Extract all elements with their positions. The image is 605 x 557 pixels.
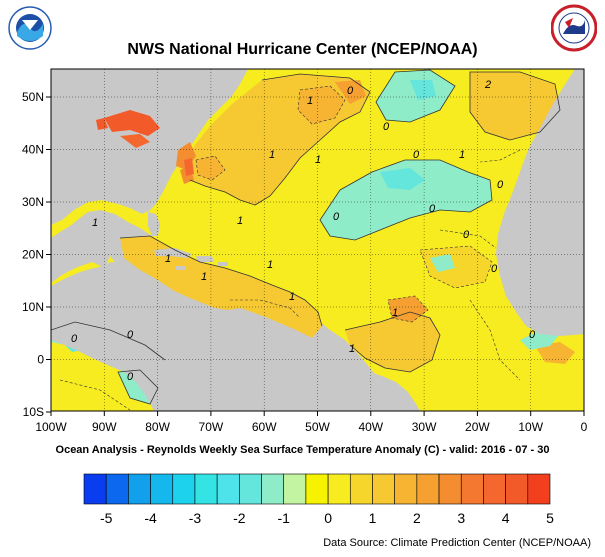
contour-label: 1 bbox=[349, 343, 355, 355]
contour-label: 0 bbox=[383, 121, 390, 133]
contour-label: 1 bbox=[289, 291, 295, 303]
colorbar-swatch bbox=[505, 473, 529, 505]
longitude-label: 40W bbox=[358, 420, 383, 434]
contour-label: 0 bbox=[127, 329, 134, 341]
contour-label: 1 bbox=[237, 215, 243, 227]
latitude-label: 50N bbox=[22, 90, 44, 104]
longitude-label: 100W bbox=[35, 420, 67, 434]
longitude-label: 20W bbox=[465, 420, 490, 434]
contour-label: 0 bbox=[463, 229, 470, 241]
colorbar-swatch bbox=[194, 473, 218, 505]
contour-label: 0 bbox=[529, 329, 536, 341]
colorbar-swatch bbox=[416, 473, 440, 505]
colorbar-tick-label: -2 bbox=[233, 510, 246, 526]
colorbar-swatch bbox=[372, 473, 395, 505]
colorbar-tick-label: 5 bbox=[546, 510, 554, 526]
colorbar-swatch bbox=[460, 473, 484, 505]
colorbar-tick-label: -1 bbox=[277, 510, 290, 526]
colorbar-swatch bbox=[105, 473, 129, 505]
data-source-note: Data Source: Climate Prediction Center (… bbox=[323, 537, 591, 549]
colorbar-tick-label: 4 bbox=[502, 510, 510, 526]
colorbar-tick-label: -5 bbox=[100, 510, 113, 526]
latitude-label: 0 bbox=[37, 353, 44, 367]
colorbar-tick-label: 3 bbox=[457, 510, 465, 526]
colorbar-swatch bbox=[327, 473, 351, 505]
colorbar-swatch bbox=[283, 473, 307, 505]
colorbar-tick-label: 0 bbox=[324, 510, 332, 526]
contour-label: 1 bbox=[315, 154, 321, 166]
contour-label: 1 bbox=[165, 253, 171, 265]
contour-label: 1 bbox=[307, 95, 313, 107]
colorbar-swatch bbox=[128, 473, 151, 505]
longitude-label: 30W bbox=[412, 420, 437, 434]
longitude-label: 90W bbox=[92, 420, 117, 434]
latitude-label: 10N bbox=[22, 300, 44, 314]
colorbar-tick-label: 1 bbox=[369, 510, 377, 526]
colorbar-swatch bbox=[261, 473, 285, 505]
colorbar-swatch bbox=[216, 473, 240, 505]
longitude-label: 10W bbox=[518, 420, 543, 434]
contour-label: 1 bbox=[269, 149, 275, 161]
contour-label: 1 bbox=[392, 307, 398, 319]
colorbar-swatch bbox=[527, 473, 551, 505]
colorbar-swatch bbox=[83, 473, 107, 505]
longitude-label: 80W bbox=[145, 420, 170, 434]
colorbar-swatch bbox=[305, 473, 329, 505]
longitude-label: 0 bbox=[581, 420, 588, 434]
longitude-label: 70W bbox=[199, 420, 224, 434]
contour-label: 0 bbox=[347, 85, 354, 97]
colorbar-swatch bbox=[438, 473, 462, 505]
contour-label: 0 bbox=[491, 263, 498, 275]
latitude-label: 10S bbox=[23, 405, 44, 419]
contour-label: 1 bbox=[459, 149, 465, 161]
nws-logo bbox=[551, 4, 597, 52]
contour-label: 1 bbox=[92, 217, 98, 229]
contour-label: 0 bbox=[429, 203, 436, 215]
noaa-logo bbox=[8, 6, 52, 50]
contour-lines bbox=[51, 69, 561, 405]
colorbar-swatch bbox=[172, 473, 196, 505]
colorbar-swatch bbox=[150, 473, 174, 505]
map-title: NWS National Hurricane Center (NCEP/NOAA… bbox=[127, 41, 478, 58]
longitude-label: 50W bbox=[305, 420, 330, 434]
latitude-label: 30N bbox=[22, 195, 44, 209]
colorbar-swatch bbox=[349, 473, 373, 505]
contour-lines-dashed bbox=[59, 85, 521, 411]
cool-anomaly-region bbox=[320, 160, 492, 240]
contour-label: 0 bbox=[413, 149, 420, 161]
latitude-label: 20N bbox=[22, 248, 44, 262]
contour-label: 0 bbox=[333, 211, 340, 223]
colorbar-tick-label: 2 bbox=[413, 510, 421, 526]
colorbar-tick-label: -3 bbox=[189, 510, 202, 526]
contour-label: 0 bbox=[497, 179, 504, 191]
contour-label: 1 bbox=[201, 271, 207, 283]
latitude-label: 40N bbox=[22, 143, 44, 157]
colorbar-tick-label: -4 bbox=[144, 510, 157, 526]
colorbar-swatch bbox=[239, 473, 262, 505]
colorbar-swatch bbox=[394, 473, 418, 505]
longitude-label: 60W bbox=[252, 420, 277, 434]
contour-label: 0 bbox=[127, 371, 134, 383]
map-subtitle: Ocean Analysis - Reynolds Weekly Sea Sur… bbox=[55, 444, 550, 456]
contour-label: 2 bbox=[484, 79, 491, 91]
contour-label: 0 bbox=[71, 333, 78, 345]
contour-label: 1 bbox=[267, 259, 273, 271]
colorbar-swatch bbox=[483, 473, 506, 505]
